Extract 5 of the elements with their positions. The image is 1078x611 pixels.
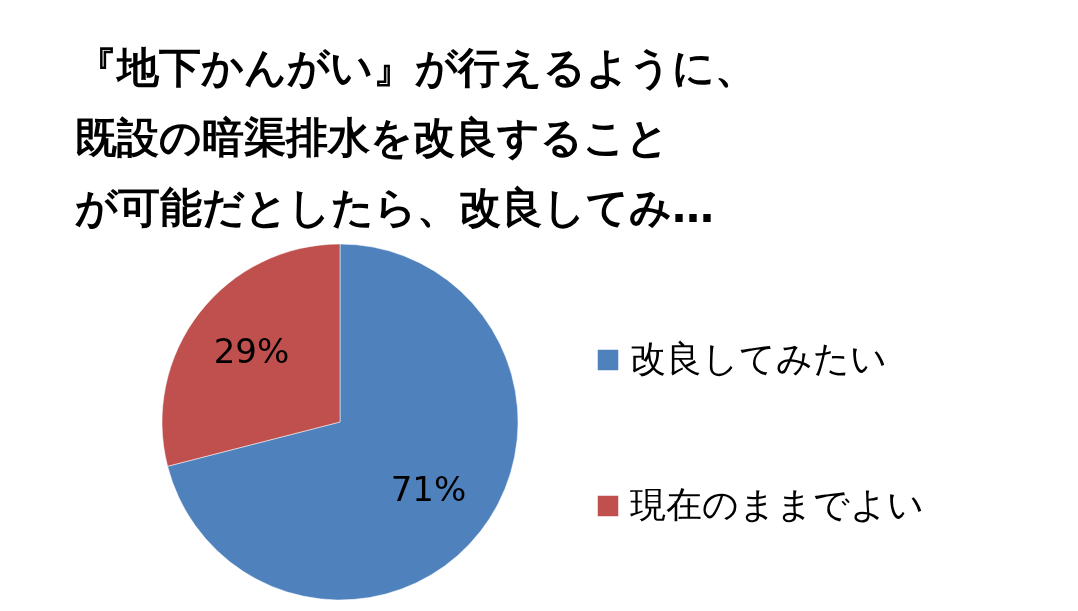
legend-label: 改良してみたい — [630, 338, 887, 379]
legend-label: 現在のままでよい — [630, 484, 924, 525]
data-label: 71% — [390, 468, 467, 509]
data-label: 29% — [213, 331, 290, 372]
chart-title: 『地下かんがい』が行えるように、既設の暗渠排水を改良することが可能だとしたら、改良してみ… — [75, 43, 757, 232]
